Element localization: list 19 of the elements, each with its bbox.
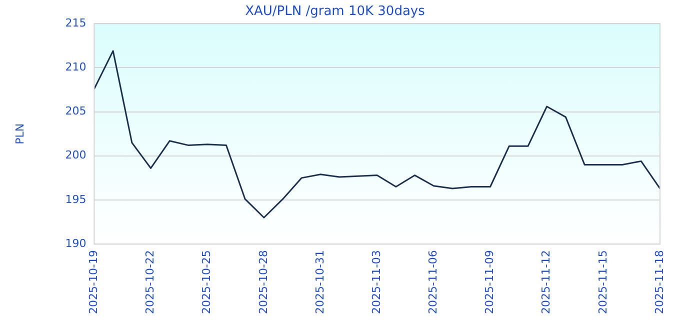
x-tick-label: 2025-10-19 <box>87 250 100 314</box>
y-axis-title: PLN <box>13 123 26 144</box>
y-tick-label: 195 <box>65 192 86 206</box>
y-tick-label: 210 <box>65 60 86 74</box>
x-tick-label: 2025-10-31 <box>313 250 326 314</box>
x-tick-label: 2025-10-22 <box>144 250 157 314</box>
x-tick-label: 2025-11-18 <box>652 250 666 314</box>
chart-title: XAU/PLN /gram 10K 30days <box>245 4 426 20</box>
x-tick-label: 2025-10-28 <box>256 250 270 314</box>
x-tick-label: 2025-11-09 <box>483 250 496 314</box>
y-tick-label: 200 <box>65 148 86 162</box>
y-tick-label: 205 <box>65 104 86 118</box>
x-tick-label: 2025-11-12 <box>540 250 553 314</box>
x-tick-label: 2025-11-06 <box>426 250 440 314</box>
x-tick-label: 2025-11-03 <box>370 250 383 314</box>
y-tick-label: 215 <box>65 16 86 30</box>
y-tick-label: 190 <box>65 236 86 250</box>
x-tick-label: 2025-11-15 <box>596 250 610 314</box>
x-tick-label: 2025-10-25 <box>200 250 214 314</box>
